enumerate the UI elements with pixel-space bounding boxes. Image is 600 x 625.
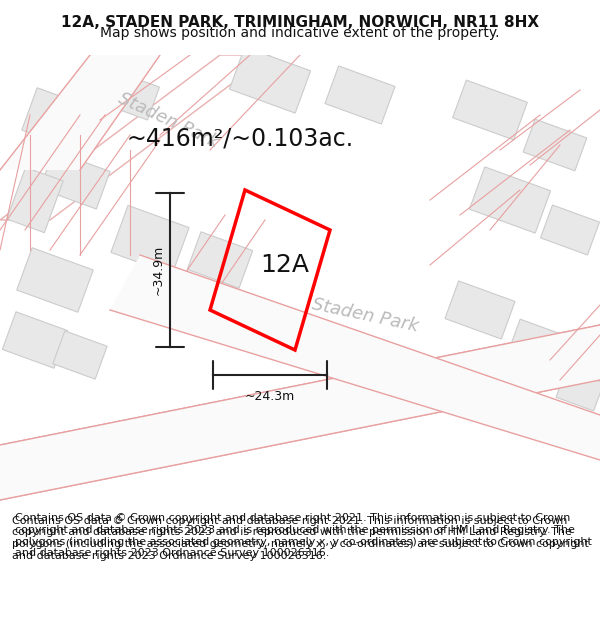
Text: Map shows position and indicative extent of the property.: Map shows position and indicative extent… bbox=[100, 26, 500, 39]
Polygon shape bbox=[110, 255, 600, 460]
Polygon shape bbox=[22, 88, 98, 152]
Polygon shape bbox=[7, 168, 63, 232]
Text: 12A: 12A bbox=[260, 253, 310, 277]
Polygon shape bbox=[101, 70, 160, 120]
Polygon shape bbox=[452, 80, 527, 140]
Text: Contains OS data © Crown copyright and database right 2021. This information is : Contains OS data © Crown copyright and d… bbox=[12, 516, 589, 561]
Polygon shape bbox=[0, 325, 600, 500]
Polygon shape bbox=[469, 167, 551, 233]
Text: ~34.9m: ~34.9m bbox=[151, 245, 164, 295]
Polygon shape bbox=[53, 331, 107, 379]
Polygon shape bbox=[445, 281, 515, 339]
Text: Staden Park: Staden Park bbox=[310, 295, 420, 335]
Polygon shape bbox=[111, 206, 189, 274]
Polygon shape bbox=[0, 55, 270, 220]
Polygon shape bbox=[508, 319, 572, 371]
Polygon shape bbox=[541, 205, 599, 255]
Text: 12A, STADEN PARK, TRIMINGHAM, NORWICH, NR11 8HX: 12A, STADEN PARK, TRIMINGHAM, NORWICH, N… bbox=[61, 16, 539, 31]
Polygon shape bbox=[187, 232, 253, 288]
Polygon shape bbox=[523, 119, 587, 171]
Text: ~24.3m: ~24.3m bbox=[245, 390, 295, 403]
Polygon shape bbox=[2, 312, 68, 368]
Polygon shape bbox=[40, 151, 110, 209]
Text: ~416m²/~0.103ac.: ~416m²/~0.103ac. bbox=[127, 126, 353, 150]
Polygon shape bbox=[325, 66, 395, 124]
Polygon shape bbox=[17, 248, 93, 312]
Polygon shape bbox=[0, 325, 600, 500]
Text: Contains OS data © Crown copyright and database right 2021. This information is : Contains OS data © Crown copyright and d… bbox=[15, 514, 592, 558]
Polygon shape bbox=[229, 47, 311, 113]
Polygon shape bbox=[0, 55, 160, 170]
Text: Staden Park: Staden Park bbox=[115, 89, 221, 151]
Polygon shape bbox=[556, 369, 600, 411]
